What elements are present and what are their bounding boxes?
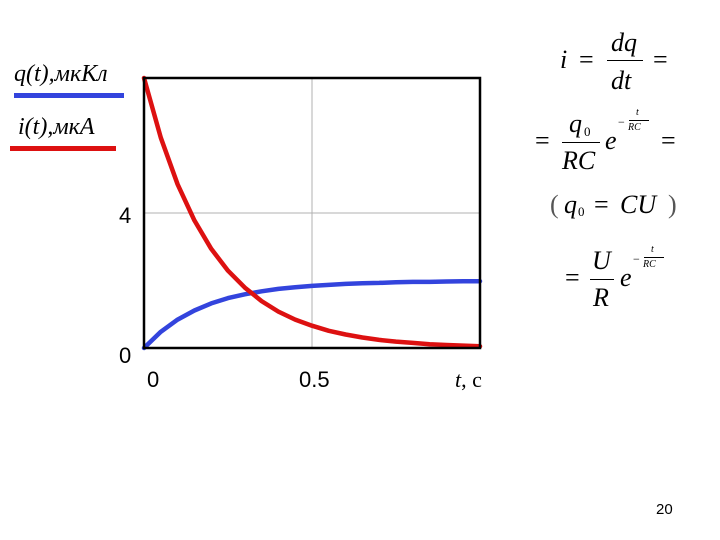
legend-line-i — [10, 146, 116, 151]
page-number: 20 — [656, 501, 673, 518]
series-line-i — [141, 75, 483, 349]
legend-line-q — [14, 93, 124, 98]
x-axis-label: t, с — [455, 369, 482, 391]
formula-current-exponential: = q 0 RC e − t RC = — [535, 107, 676, 175]
x-tick-label: 0.5 — [299, 367, 330, 392]
y-tick-label: 0 — [119, 343, 132, 368]
x-axis-unit: , с — [461, 367, 482, 392]
formula-current-voltage: = U R e − t RC — [565, 243, 685, 323]
legend-label-i: i(t),мкА — [18, 114, 95, 140]
x-tick-label: 0 — [147, 367, 160, 392]
legend-label-q: q(t),мкКл — [14, 61, 108, 87]
series-line-q — [141, 278, 483, 351]
plot-frame — [142, 76, 482, 350]
grid-lines — [144, 78, 480, 348]
series-lines — [141, 75, 483, 351]
y-tick-label: 4 — [119, 203, 132, 228]
formula-initial-charge: ( q 0 = CU ) — [550, 190, 677, 219]
x-axis-symbol: t — [455, 367, 462, 392]
formula-current-derivative: i = dq dt = — [560, 28, 668, 95]
